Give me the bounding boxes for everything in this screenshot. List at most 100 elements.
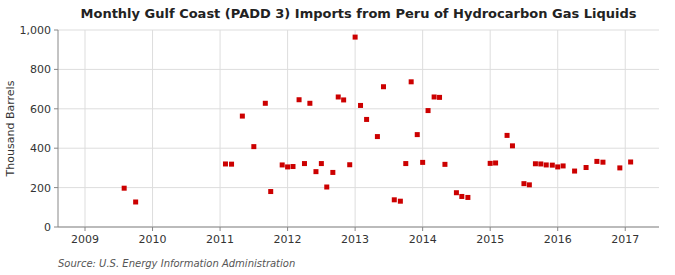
- x-tick: [355, 227, 356, 231]
- y-tick: [54, 187, 58, 188]
- point: [375, 134, 380, 139]
- x-tick: [490, 227, 491, 231]
- point: [285, 164, 290, 169]
- x-tick: [287, 227, 288, 231]
- x-tick: [220, 227, 221, 231]
- point: [290, 164, 295, 169]
- x-tick-label: 2009: [71, 233, 99, 246]
- point: [313, 169, 318, 174]
- x-grid-line: [220, 30, 221, 227]
- point: [364, 117, 369, 122]
- point: [555, 164, 560, 169]
- x-axis-line: [58, 227, 659, 228]
- y-tick-label: 600: [30, 103, 51, 116]
- point: [324, 185, 329, 190]
- point: [336, 94, 341, 99]
- x-tick-label: 2014: [409, 233, 437, 246]
- axes: 0 200 400 600 800 1,000 2009 2010 2011 2012 2013 20…: [20, 24, 660, 246]
- point: [268, 189, 273, 194]
- point: [600, 160, 605, 165]
- chart: 0 200 400 600 800 1,000 2009 2010 2011 2012 2013 20…: [0, 0, 675, 275]
- x-tick: [152, 227, 153, 231]
- point: [302, 161, 307, 166]
- point: [432, 94, 437, 99]
- point: [442, 162, 447, 167]
- point: [240, 114, 245, 119]
- point: [437, 95, 442, 100]
- x-grid-line: [85, 30, 86, 227]
- point: [409, 79, 414, 84]
- point: [617, 165, 622, 170]
- x-tick-label: 2010: [139, 233, 167, 246]
- point: [398, 199, 403, 204]
- y-tick-label: 200: [30, 182, 51, 195]
- x-tick-label: 2012: [274, 233, 302, 246]
- point: [133, 199, 138, 204]
- point: [297, 97, 302, 102]
- point: [628, 159, 633, 164]
- x-tick-label: 2013: [341, 233, 369, 246]
- y-tick-label: 0: [44, 221, 51, 234]
- y-tick-label: 400: [30, 142, 51, 155]
- x-grid-line: [625, 30, 626, 227]
- point: [510, 143, 515, 148]
- x-tick: [625, 227, 626, 231]
- x-grid-line: [355, 30, 356, 227]
- y-tick: [54, 30, 58, 31]
- point: [415, 132, 420, 137]
- point: [459, 194, 464, 199]
- y-tick: [54, 108, 58, 109]
- point: [533, 161, 538, 166]
- point: [392, 197, 397, 202]
- y-grid-line: [58, 69, 659, 70]
- point: [122, 186, 127, 191]
- point: [505, 133, 510, 138]
- y-grid-line: [58, 30, 659, 31]
- title: Monthly Gulf Coast (PADD 3) Imports from…: [81, 6, 637, 21]
- y-tick-label: 800: [30, 63, 51, 76]
- x-grid-line: [490, 30, 491, 227]
- y-axis-label: Thousand Barrels: [4, 80, 17, 177]
- y-grid-line: [58, 227, 659, 228]
- x-tick-label: 2015: [476, 233, 504, 246]
- point: [381, 84, 386, 89]
- point: [341, 97, 346, 102]
- y-tick: [54, 227, 58, 228]
- point: [572, 169, 577, 174]
- x-tick-label: 2017: [611, 233, 639, 246]
- point: [358, 103, 363, 108]
- point: [403, 161, 408, 166]
- source-annotation: Source: U.S. Energy Information Administ…: [58, 258, 295, 269]
- point: [426, 108, 431, 113]
- y-tick: [54, 148, 58, 149]
- point: [561, 163, 566, 168]
- point: [544, 162, 549, 167]
- point: [353, 35, 358, 40]
- point: [229, 162, 234, 167]
- point: [550, 163, 555, 168]
- point: [263, 101, 268, 106]
- point: [280, 162, 285, 167]
- y-grid-line: [58, 187, 659, 188]
- y-tick-label: 1,000: [20, 24, 52, 37]
- point: [223, 161, 228, 166]
- x-tick-label: 2016: [544, 233, 572, 246]
- x-tick-label: 2011: [206, 233, 234, 246]
- point: [521, 181, 526, 186]
- point: [584, 165, 589, 170]
- point: [330, 170, 335, 175]
- x-tick: [557, 227, 558, 231]
- x-tick: [422, 227, 423, 231]
- grid: [58, 30, 659, 227]
- y-tick: [54, 69, 58, 70]
- point: [251, 144, 256, 149]
- point: [594, 159, 599, 164]
- y-axis-line: [58, 30, 59, 227]
- x-tick: [85, 227, 86, 231]
- point: [527, 182, 532, 187]
- x-grid-line: [422, 30, 423, 227]
- point: [454, 190, 459, 195]
- point: [420, 160, 425, 165]
- y-grid-line: [58, 108, 659, 109]
- point: [488, 161, 493, 166]
